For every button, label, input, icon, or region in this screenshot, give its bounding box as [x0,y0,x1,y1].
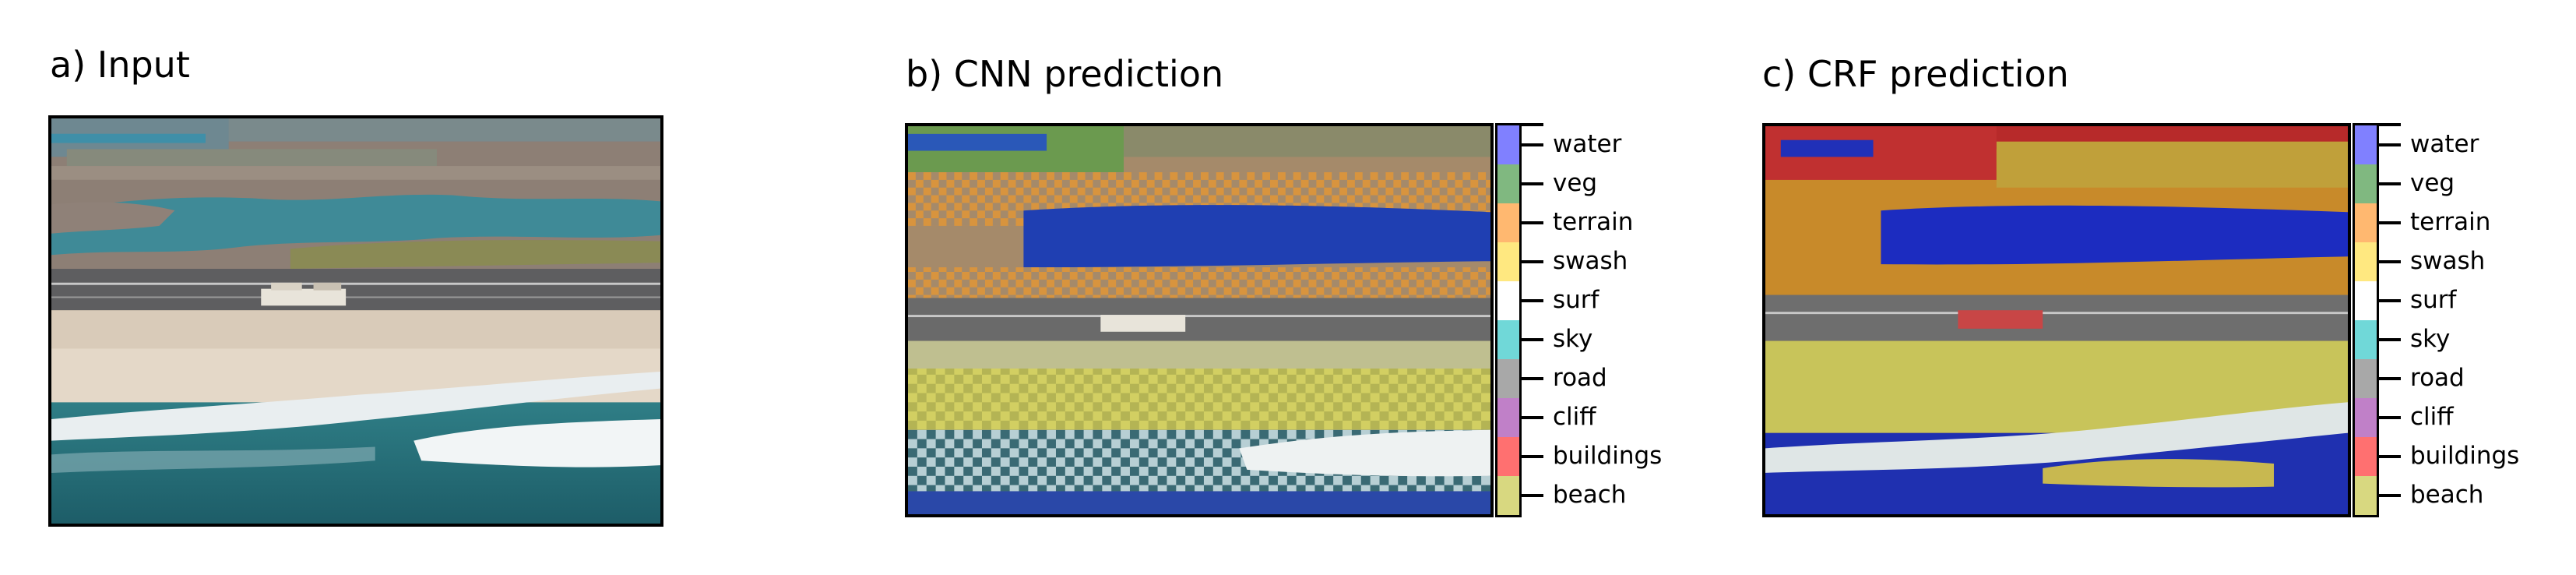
crf-colorbar-tick-sky [2379,338,2401,341]
crf-colorbar-swatch-buildings [2355,437,2377,476]
cnn-colorbar-tick-sky [1522,338,1543,341]
crf-colorbar [2353,123,2379,517]
crf-colorbar-label-buildings: buildings [2410,442,2520,470]
cnn-colorbar-swatch-road [1497,359,1519,398]
crf-colorbar-tick-surf [2379,299,2401,302]
cnn-colorbar-tick-terrain [1522,221,1543,224]
crf-colorbar-swatch-cliff [2355,398,2377,437]
cnn-colorbar-label-road: road [1553,364,1607,392]
crf-colorbar-swatch-sky [2355,320,2377,359]
cnn-colorbar-tick-swash [1522,260,1543,263]
cnn-colorbar [1495,123,1522,517]
cnn-colorbar-tick-top [1522,123,1543,126]
crf-colorbar-tick-buildings [2379,455,2401,458]
cnn-colorbar-tick-cliff [1522,416,1543,419]
cnn-colorbar-tick-buildings [1522,455,1543,458]
crf-colorbar-swatch-surf [2355,281,2377,320]
input-image [48,115,663,527]
crf-prediction-image [1762,123,2351,517]
cnn-colorbar-tick-water [1522,143,1543,146]
crf-colorbar-tick-cliff [2379,416,2401,419]
crf-colorbar-tick-veg [2379,182,2401,185]
crf-colorbar-swatch-road [2355,359,2377,398]
crf-colorbar-label-swash: swash [2410,247,2486,275]
cnn-colorbar-swatch-water [1497,125,1519,164]
cnn-colorbar-swatch-veg [1497,164,1519,203]
crf-colorbar-label-cliff: cliff [2410,403,2454,431]
crf-colorbar-swatch-swash [2355,242,2377,281]
cnn-colorbar-label-buildings: buildings [1553,442,1663,470]
panel-title-cnn: b) CNN prediction [906,53,1224,95]
crf-colorbar-label-terrain: terrain [2410,208,2491,236]
cnn-colorbar-label-water: water [1553,130,1622,158]
crf-colorbar-tick-beach [2379,494,2401,497]
crf-colorbar-label-veg: veg [2410,169,2455,197]
crf-colorbar-swatch-veg [2355,164,2377,203]
crf-colorbar-label-surf: surf [2410,286,2457,314]
crf-colorbar-tick-top [2379,123,2401,126]
panel-title-crf: c) CRF prediction [1762,53,2069,95]
crf-colorbar-tick-water [2379,143,2401,146]
cnn-colorbar-swatch-surf [1497,281,1519,320]
cnn-colorbar-tick-road [1522,377,1543,380]
crf-colorbar-label-sky: sky [2410,325,2451,353]
crf-colorbar-tick-terrain [2379,221,2401,224]
cnn-colorbar-label-beach: beach [1553,481,1627,509]
cnn-colorbar-tick-surf [1522,299,1543,302]
cnn-colorbar-label-terrain: terrain [1553,208,1634,236]
cnn-colorbar-swatch-cliff [1497,398,1519,437]
crf-colorbar-label-road: road [2410,364,2465,392]
cnn-colorbar-tick-beach [1522,494,1543,497]
crf-colorbar-swatch-water [2355,125,2377,164]
crf-colorbar-swatch-beach [2355,476,2377,515]
cnn-colorbar-tick-veg [1522,182,1543,185]
cnn-prediction-image [905,123,1494,517]
cnn-colorbar-label-veg: veg [1553,169,1598,197]
cnn-colorbar-label-swash: swash [1553,247,1628,275]
crf-colorbar-label-beach: beach [2410,481,2484,509]
cnn-colorbar-label-cliff: cliff [1553,403,1596,431]
cnn-colorbar-label-sky: sky [1553,325,1593,353]
cnn-colorbar-swatch-buildings [1497,437,1519,476]
cnn-colorbar-swatch-sky [1497,320,1519,359]
crf-colorbar-tick-road [2379,377,2401,380]
crf-colorbar-swatch-terrain [2355,203,2377,242]
crf-colorbar-label-water: water [2410,130,2479,158]
cnn-colorbar-swatch-terrain [1497,203,1519,242]
cnn-colorbar-label-surf: surf [1553,286,1599,314]
crf-colorbar-tick-swash [2379,260,2401,263]
cnn-colorbar-swatch-swash [1497,242,1519,281]
cnn-colorbar-swatch-beach [1497,476,1519,515]
panel-title-input: a) Input [50,44,190,86]
